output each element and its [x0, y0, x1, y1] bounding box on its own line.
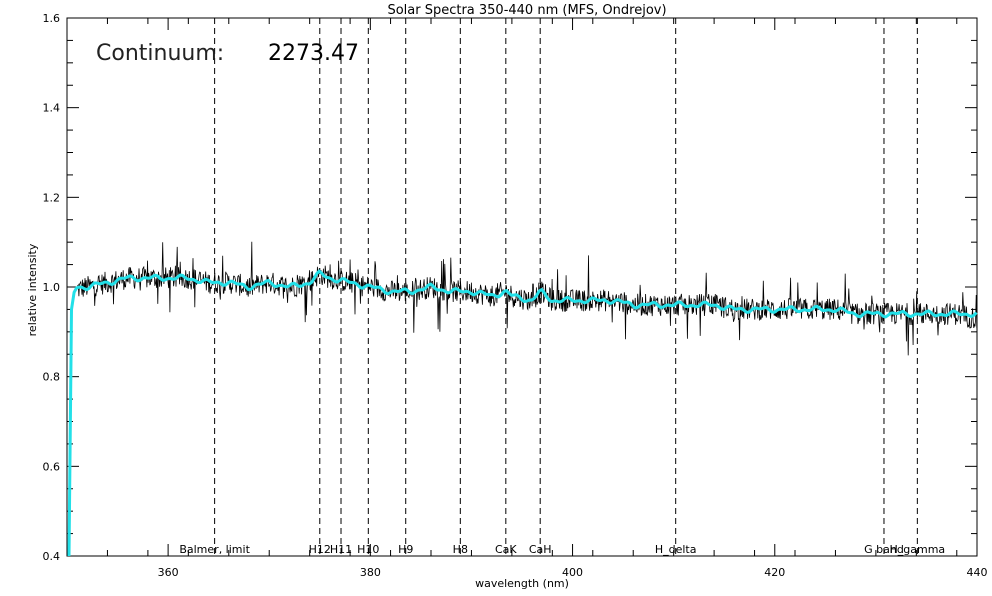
x-tick-label-4: 440: [967, 566, 988, 579]
spectral-line-label-6: CaK: [495, 543, 517, 556]
x-tick-label-3: 420: [764, 566, 785, 579]
y-tick-label-3: 1.0: [43, 281, 61, 294]
chart-title: Solar Spectra 350-440 nm (MFS, Ondrejov): [387, 3, 666, 18]
x-tick-label-0: 360: [158, 566, 179, 579]
y-tick-label-1: 0.6: [43, 460, 61, 473]
spectral-line-label-9: G band: [864, 543, 904, 556]
x-axis-label: wavelength (nm): [475, 577, 569, 590]
y-tick-label-5: 1.4: [43, 102, 61, 115]
y-tick-label-4: 1.2: [43, 191, 61, 204]
spectral-line-label-5: H8: [453, 543, 468, 556]
spectral-line-label-10: H_gamma: [890, 543, 946, 556]
y-axis-label: relative intensity: [26, 243, 39, 336]
y-tick-label-6: 1.6: [43, 12, 61, 25]
series-0-raw-spectrum: [76, 241, 978, 356]
spectral-line-label-3: H10: [357, 543, 379, 556]
series-1-smoothed-spectrum: [67, 269, 978, 557]
x-tick-label-2: 400: [562, 566, 583, 579]
spectral-line-label-8: H_delta: [655, 543, 697, 556]
y-tick-label-2: 0.8: [43, 371, 61, 384]
spectral-line-label-4: H9: [398, 543, 413, 556]
spectral-line-label-0: Balmer, limit: [179, 543, 250, 556]
series-layer: [67, 241, 978, 557]
continuum-label: Continuum:: [96, 41, 224, 66]
x-tick-label-1: 380: [360, 566, 381, 579]
y-tick-label-0: 0.4: [43, 550, 61, 563]
spectral-line-label-1: H12: [309, 543, 331, 556]
axis-ticks: 360 380 400 420 440 0.4 0.6 0.8 1.0 1.2 1.4 1.6: [43, 12, 988, 579]
continuum-value: 2273.47: [268, 41, 359, 66]
spectral-line-label-2: H11: [330, 543, 352, 556]
plot-frame: [66, 17, 978, 557]
spectral-line-label-7: CaH: [529, 543, 552, 556]
